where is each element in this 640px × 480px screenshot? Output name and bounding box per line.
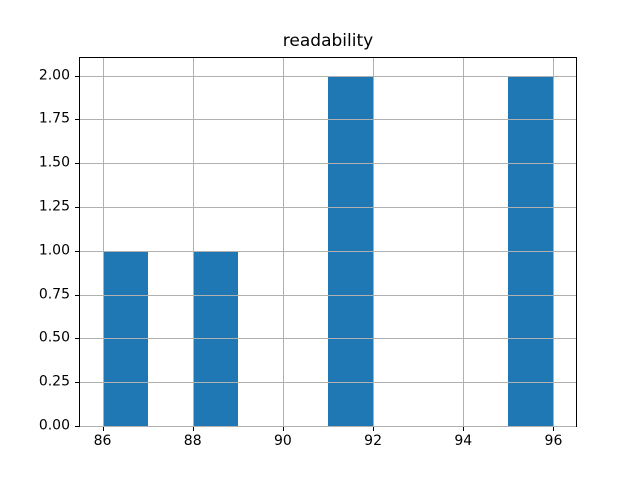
y-tick-label: 1.75 xyxy=(38,110,70,127)
y-axis-tick xyxy=(75,75,79,77)
y-axis-tick xyxy=(75,119,79,121)
x-axis-tick xyxy=(373,427,375,431)
y-tick-label: 0.50 xyxy=(38,329,70,346)
y-tick-label: 2.00 xyxy=(38,66,70,83)
gridline-horizontal xyxy=(80,338,576,340)
y-axis-tick xyxy=(75,206,79,208)
gridline-vertical xyxy=(282,58,284,426)
y-tick-label: 0.25 xyxy=(38,373,70,390)
gridline-horizontal xyxy=(80,294,576,296)
gridline-horizontal xyxy=(80,206,576,208)
x-tick-label: 92 xyxy=(364,433,382,449)
y-tick-label: 0.75 xyxy=(38,285,70,302)
gridline-horizontal xyxy=(80,426,576,427)
y-axis-tick xyxy=(75,338,79,340)
plot-area: 0.00 0.25 0.50 0.75 1.00 1.25 1.50 1.75 2.00 86 88… xyxy=(39,57,577,449)
x-axis-tick xyxy=(102,427,104,431)
y-axis-tick xyxy=(75,382,79,384)
gridline-horizontal xyxy=(80,382,576,384)
gridline-horizontal xyxy=(80,119,576,121)
x-axis-tick xyxy=(463,427,465,431)
y-tick-label: 1.25 xyxy=(38,198,70,215)
y-axis-tick xyxy=(75,294,79,296)
gridline-vertical xyxy=(553,58,555,426)
gridline-vertical xyxy=(373,58,375,426)
gridline-horizontal xyxy=(80,75,576,77)
x-tick-label: 94 xyxy=(454,433,473,449)
x-tick-label: 88 xyxy=(183,433,202,449)
x-tick-label: 90 xyxy=(273,433,292,449)
chart-title: readability xyxy=(282,31,374,51)
y-axis-tick xyxy=(75,250,79,252)
y-axis-tick xyxy=(75,426,79,427)
y-tick-label: 1.00 xyxy=(38,242,70,259)
x-axis-tick xyxy=(192,427,194,431)
x-tick-label: 86 xyxy=(93,433,112,449)
gridline-vertical xyxy=(192,58,194,426)
x-axis-tick xyxy=(553,427,555,431)
y-axis-tick xyxy=(75,163,79,165)
gridline-vertical xyxy=(102,58,104,426)
x-tick-label: 96 xyxy=(544,433,563,449)
gridline-horizontal xyxy=(80,163,576,165)
y-tick-label: 0.00 xyxy=(38,417,70,434)
y-tick-label: 1.50 xyxy=(38,154,70,171)
gridline-horizontal xyxy=(80,250,576,252)
x-axis-tick xyxy=(282,427,284,431)
gridline-vertical xyxy=(463,58,465,426)
